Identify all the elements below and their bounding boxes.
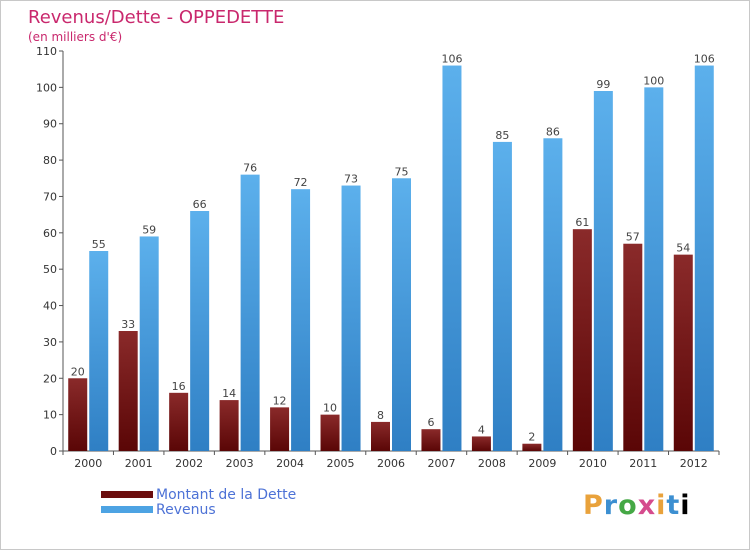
data-label-debt: 10 [323,402,337,415]
data-label-debt: 16 [172,380,186,393]
x-tick-label: 2010 [579,457,607,470]
bar-debt [68,378,88,451]
logo-letter: o [618,490,638,521]
logo-letter: t [666,490,681,521]
data-label-debt: 14 [222,387,236,400]
data-label-debt: 4 [478,423,485,436]
data-label-debt: 6 [427,416,434,429]
logo-letter: P [583,490,604,521]
data-label-revenus: 100 [643,74,664,87]
bar-debt [673,254,693,451]
y-tick-label: 20 [43,372,57,385]
bar-revenus [694,65,714,451]
bar-revenus [442,65,462,451]
y-tick-label: 90 [43,118,57,131]
bar-revenus [341,185,361,451]
bar-debt [623,243,643,451]
data-label-debt: 57 [626,231,640,244]
data-label-debt: 54 [676,242,690,255]
data-label-debt: 20 [71,365,85,378]
chart-title: Revenus/Dette - OPPEDETTE [28,7,285,28]
y-tick-label: 70 [43,190,57,203]
data-label-debt: 2 [528,431,535,444]
legend-item-debt: Montant de la Dette [101,486,297,503]
y-tick-label: 60 [43,227,57,240]
bar-revenus [492,141,512,451]
chart-subtitle: (en milliers d'€) [28,30,123,44]
x-tick-label: 2011 [629,457,657,470]
data-label-revenus: 106 [441,53,462,66]
bar-revenus [593,91,613,451]
data-label-revenus: 73 [344,173,358,186]
x-tick-label: 2012 [680,457,708,470]
legend-label-debt: Montant de la Dette [156,486,297,503]
data-label-revenus: 99 [596,78,610,91]
bar-revenus [644,87,664,451]
bars [68,65,714,452]
y-tick-label: 10 [43,409,57,422]
bar-chart: 0 10 20 30 40 50 60 70 80 90 100 110 2000 2001 2002 200… [36,45,720,470]
data-label-revenus: 66 [193,198,207,211]
y-tick-label: 80 [43,154,57,167]
logo-letter: i [656,490,667,521]
bar-revenus [139,236,159,451]
bar-debt [572,229,592,451]
logo-letter: i [680,490,691,521]
bar-debt [169,392,189,451]
data-label-debt: 61 [575,216,589,229]
x-tick-label: 2001 [125,457,153,470]
legend: Montant de la Dette Revenus [101,486,297,518]
bar-debt [320,414,340,451]
logo-letter: r [603,490,619,521]
data-label-revenus: 85 [495,129,509,142]
data-label-revenus: 55 [92,238,106,251]
x-tick-label: 2006 [377,457,405,470]
data-label-debt: 33 [121,318,135,331]
x-tick-label: 2003 [226,457,254,470]
bar-revenus [392,178,411,452]
bar-debt [270,407,290,451]
data-labels: 20 55 33 59 16 66 14 76 12 72 10 73 8 75 6 106 4 85 2 86 61 9… [71,53,715,444]
x-tick-label: 2005 [327,457,355,470]
bar-revenus [543,138,563,452]
data-label-revenus: 76 [243,162,257,175]
bar-revenus [291,189,311,451]
x-tick-label: 2000 [74,457,102,470]
data-label-revenus: 86 [546,125,560,138]
x-tick-label: 2002 [175,457,203,470]
data-label-revenus: 72 [294,176,308,189]
x-tick-label: 2007 [427,457,455,470]
data-label-debt: 8 [377,409,384,422]
y-tick-label: 0 [50,445,57,458]
bar-revenus [190,211,210,451]
bar-debt [371,421,390,451]
x-tick-label: 2008 [478,457,506,470]
x-tick-label: 2004 [276,457,304,470]
data-label-revenus: 75 [395,165,409,178]
legend-label-revenus: Revenus [156,501,216,518]
legend-swatch-debt [101,491,153,498]
logo-letter: x [637,490,657,521]
data-label-revenus: 106 [694,53,715,66]
legend-item-revenus: Revenus [101,501,296,518]
y-tick-label: 50 [43,263,57,276]
axes: 0 10 20 30 40 50 60 70 80 90 100 110 2000 2001 2002 200… [36,45,720,470]
data-label-revenus: 59 [142,223,156,236]
proxiti-logo: Proxiti [583,490,691,521]
y-tick-label: 110 [36,45,57,58]
y-tick-label: 30 [43,336,57,349]
y-tick-label: 40 [43,300,57,313]
y-tick-label: 100 [36,81,57,94]
data-label-debt: 12 [273,394,287,407]
bar-debt [471,436,491,451]
bar-debt [118,331,138,451]
bar-revenus [89,251,109,451]
x-tick-label: 2009 [528,457,556,470]
bar-debt [421,429,441,451]
bar-debt [219,400,239,451]
legend-swatch-revenus [101,506,153,513]
bar-revenus [240,174,260,452]
bar-debt [522,443,542,451]
